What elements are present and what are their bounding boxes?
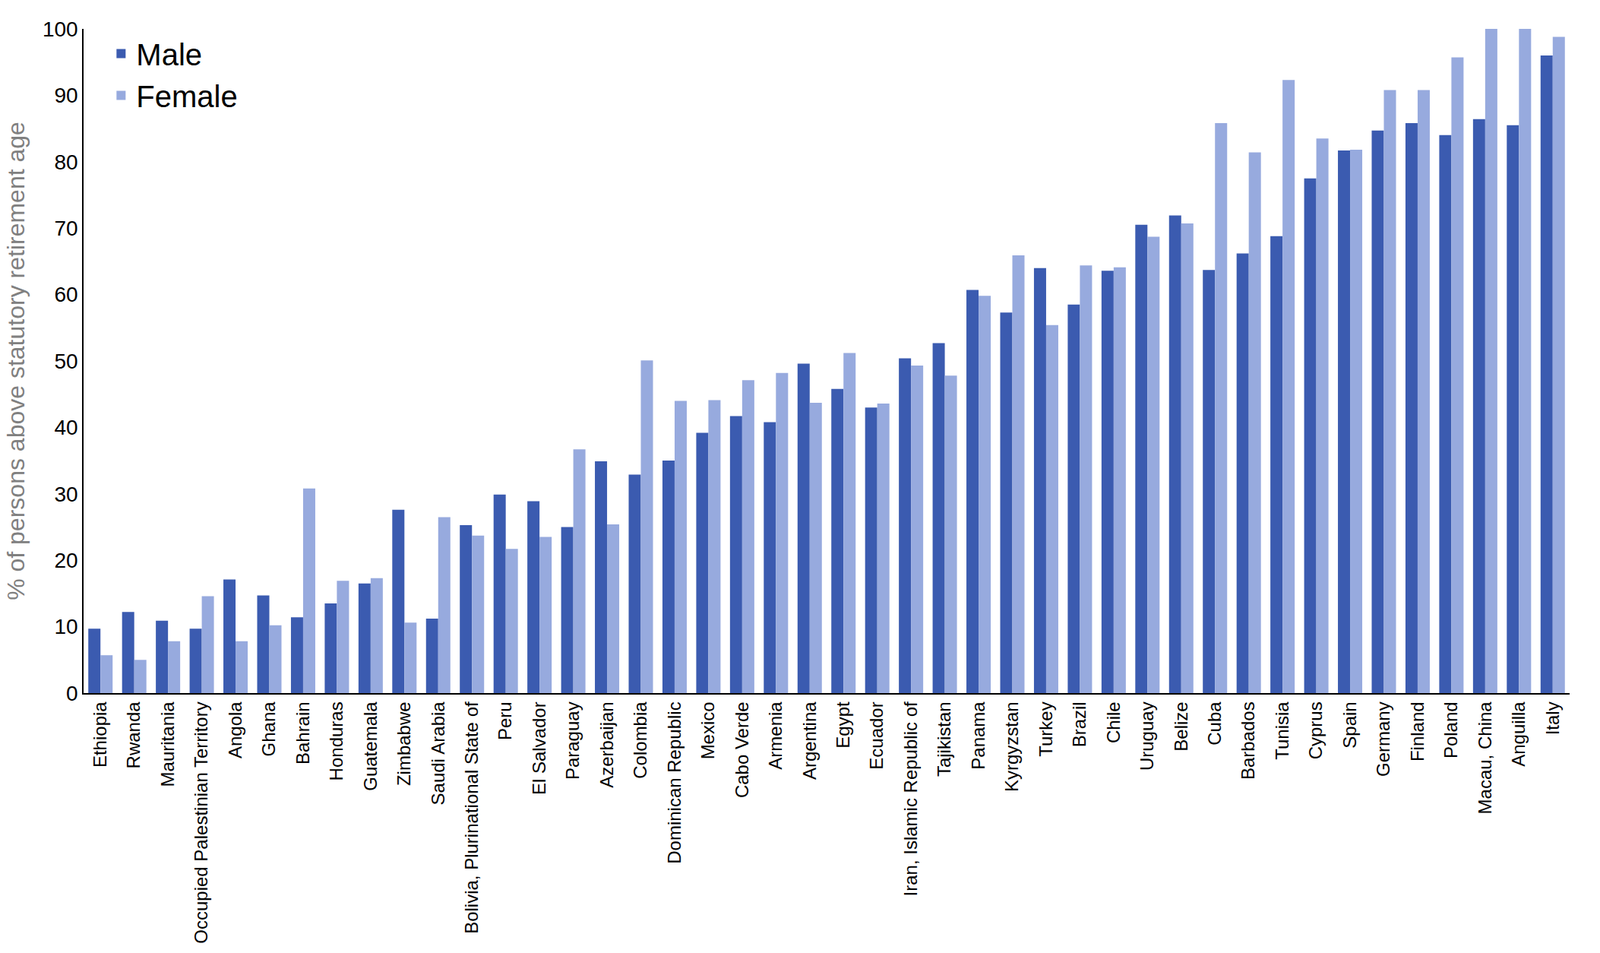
svg-text:Bolivia, Plurinational State o: Bolivia, Plurinational State of — [461, 701, 482, 934]
svg-text:Poland: Poland — [1440, 701, 1461, 759]
svg-text:Cyprus: Cyprus — [1305, 701, 1326, 759]
svg-text:60: 60 — [53, 282, 78, 307]
svg-text:Argentina: Argentina — [799, 701, 820, 780]
svg-text:Macau, China: Macau, China — [1474, 701, 1496, 815]
svg-text:Colombia: Colombia — [629, 701, 651, 779]
svg-text:Armenia: Armenia — [765, 701, 786, 770]
svg-text:Azerbaijan: Azerbaijan — [596, 701, 617, 788]
svg-text:Chile: Chile — [1103, 701, 1124, 744]
svg-text:Rwanda: Rwanda — [123, 701, 144, 769]
svg-text:10: 10 — [53, 614, 78, 639]
svg-text:Honduras: Honduras — [325, 701, 347, 781]
svg-text:Tajikistan: Tajikistan — [933, 701, 955, 777]
svg-text:Germany: Germany — [1372, 701, 1394, 777]
svg-text:Zimbabwe: Zimbabwe — [393, 701, 415, 786]
svg-text:Italy: Italy — [1542, 701, 1563, 735]
svg-text:Kyrgyzstan: Kyrgyzstan — [1001, 701, 1022, 792]
svg-text:Ghana: Ghana — [258, 701, 279, 757]
svg-text:Barbados: Barbados — [1237, 701, 1259, 780]
svg-text:100: 100 — [42, 17, 79, 42]
svg-text:70: 70 — [53, 216, 78, 241]
svg-text:Saudi Arabia: Saudi Arabia — [427, 701, 449, 806]
svg-text:Uruguay: Uruguay — [1136, 701, 1158, 771]
svg-text:Paraguay: Paraguay — [562, 701, 583, 780]
svg-text:Egypt: Egypt — [832, 701, 854, 749]
svg-text:Belize: Belize — [1170, 701, 1192, 751]
svg-text:Ethiopia: Ethiopia — [89, 701, 111, 768]
svg-text:Turkey: Turkey — [1035, 701, 1057, 756]
svg-text:0: 0 — [66, 681, 79, 706]
svg-text:Peru: Peru — [494, 701, 516, 740]
svg-text:Male: Male — [135, 37, 203, 72]
svg-text:Mauritania: Mauritania — [157, 701, 178, 788]
svg-text:Tunisia: Tunisia — [1271, 701, 1293, 760]
svg-text:90: 90 — [53, 83, 78, 108]
svg-text:Finland: Finland — [1407, 701, 1428, 762]
svg-text:Guatemala: Guatemala — [360, 701, 381, 791]
svg-text:Angola: Angola — [224, 701, 246, 759]
svg-text:Panama: Panama — [967, 701, 989, 770]
svg-text:Brazil: Brazil — [1068, 701, 1090, 747]
svg-text:% of persons above statutory r: % of persons above statutory retirement … — [2, 121, 30, 601]
svg-text:50: 50 — [53, 349, 78, 374]
svg-text:40: 40 — [53, 415, 78, 440]
svg-text:Cuba: Cuba — [1204, 701, 1225, 746]
svg-text:80: 80 — [53, 150, 78, 174]
svg-text:Bahrain: Bahrain — [292, 701, 314, 765]
svg-text:El Salvador: El Salvador — [528, 701, 550, 795]
svg-text:20: 20 — [53, 548, 78, 573]
svg-text:Cabo Verde: Cabo Verde — [731, 701, 753, 798]
svg-text:Mexico: Mexico — [697, 701, 718, 759]
svg-text:Female: Female — [135, 79, 238, 114]
svg-text:Spain: Spain — [1339, 701, 1360, 748]
svg-text:Dominican Republic: Dominican Republic — [664, 701, 685, 864]
svg-text:Iran, Islamic Republic of: Iran, Islamic Republic of — [900, 701, 921, 896]
svg-text:30: 30 — [53, 482, 78, 506]
svg-text:Anguilla: Anguilla — [1508, 701, 1529, 767]
svg-text:Ecuador: Ecuador — [866, 701, 887, 769]
svg-text:Occupied Palestinian Territory: Occupied Palestinian Territory — [190, 701, 212, 943]
